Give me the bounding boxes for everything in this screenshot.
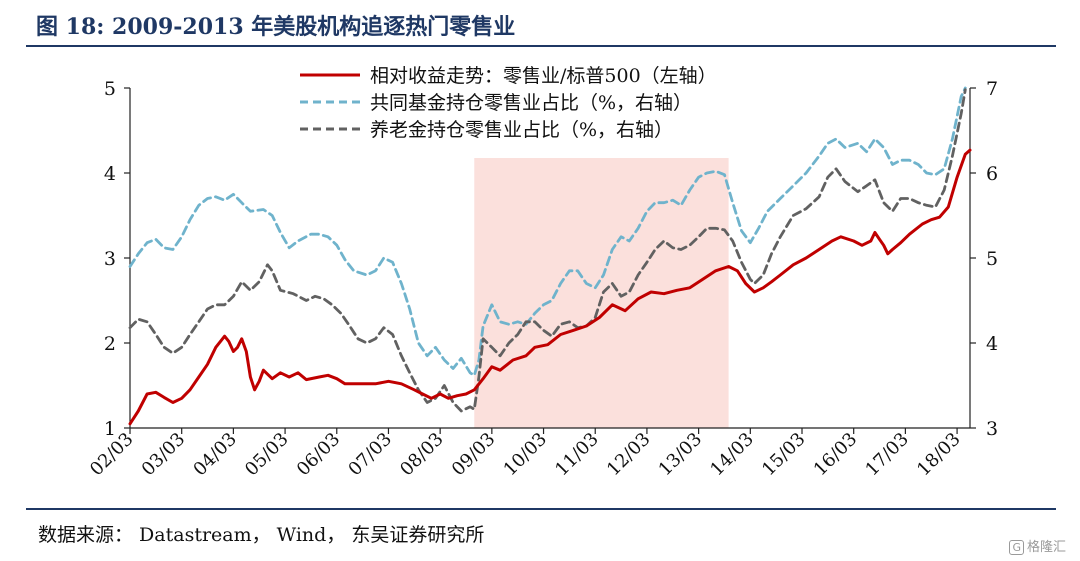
series-line-1 — [128, 148, 972, 426]
right-tick-label: 5 — [986, 248, 998, 270]
right-tick-label: 6 — [986, 163, 998, 185]
x-tick-label: 10/03 — [500, 429, 552, 481]
series-line-3 — [128, 88, 967, 413]
x-tick-label: 04/03 — [189, 429, 241, 481]
left-tick-label: 1 — [104, 418, 116, 440]
left-tick-label: 3 — [104, 248, 116, 270]
x-tick-label: 15/03 — [758, 429, 810, 481]
right-tick-label: 3 — [986, 418, 998, 440]
left-tick-label: 4 — [104, 163, 116, 185]
x-tick-label: 06/03 — [293, 429, 345, 481]
right-tick-label: 4 — [986, 333, 998, 355]
x-tick-label: 13/03 — [655, 429, 707, 481]
watermark-text: 格隆汇 — [1026, 540, 1066, 555]
legend-label-1: 相对收益走势：零售业/标普500（左轴） — [370, 65, 717, 87]
x-tick-label: 14/03 — [706, 429, 758, 481]
x-tick-label: 16/03 — [810, 429, 862, 481]
x-tick-label: 08/03 — [396, 429, 448, 481]
legend-label-3: 养老金持仓零售业占比（%，右轴） — [370, 119, 673, 141]
x-tick-label: 05/03 — [241, 429, 293, 481]
x-tick-label: 18/03 — [913, 429, 965, 481]
source-rule — [26, 508, 1056, 510]
watermark: G 格隆汇 — [1009, 536, 1066, 555]
data-source-note: 数据来源： Datastream， Wind， 东吴证券研究所 — [38, 524, 485, 546]
right-tick-label: 7 — [986, 78, 998, 100]
series-line-2 — [128, 86, 967, 377]
highlight-band — [474, 158, 729, 428]
left-tick-label: 2 — [104, 333, 116, 355]
x-tick-label: 11/03 — [551, 429, 603, 481]
x-tick-label: 17/03 — [861, 429, 913, 481]
x-tick-label: 03/03 — [138, 429, 190, 481]
left-tick-label: 5 — [104, 78, 116, 100]
title-underline — [26, 45, 1056, 47]
x-tick-label: 09/03 — [448, 429, 500, 481]
x-tick-label: 07/03 — [344, 429, 396, 481]
legend-label-2: 共同基金持仓零售业占比（%，右轴） — [370, 92, 692, 114]
figure-title: 图 18: 2009-2013 年美股机构追逐热门零售业 — [36, 14, 516, 40]
x-tick-label: 12/03 — [603, 429, 655, 481]
